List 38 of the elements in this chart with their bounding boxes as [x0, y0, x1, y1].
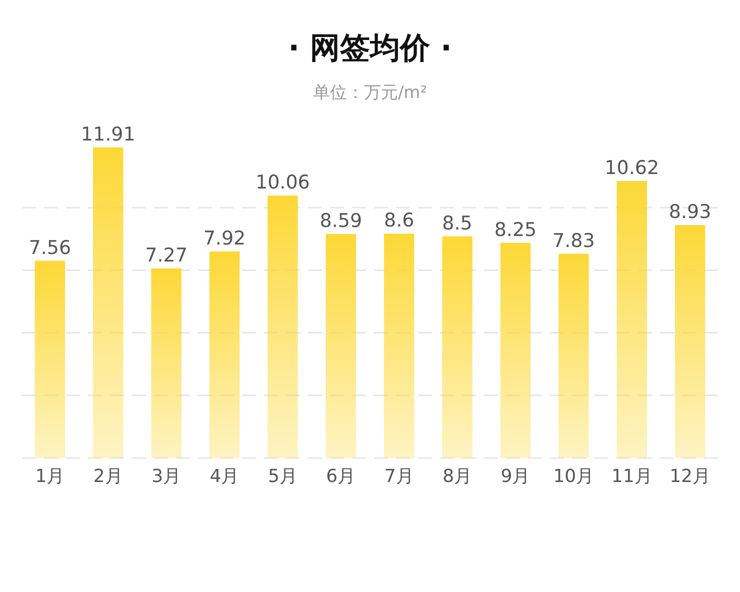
bar: [674, 225, 706, 458]
x-tick-label: 1月: [35, 466, 65, 487]
x-tick-label: 7月: [384, 466, 414, 487]
x-tick-label: 3月: [152, 466, 182, 487]
bar: [500, 242, 531, 458]
bar: [34, 260, 66, 458]
x-tick-label: 9月: [500, 466, 530, 487]
data-label: 7.92: [203, 227, 246, 250]
data-label: 8.25: [494, 218, 537, 241]
bar: [616, 180, 648, 458]
data-label: 8.59: [320, 210, 362, 232]
bar: [92, 147, 124, 458]
data-label: 8.5: [442, 212, 472, 234]
bar: [384, 234, 414, 458]
data-label: 10.06: [256, 172, 310, 194]
bar: [558, 254, 589, 458]
data-label: 7.83: [552, 230, 595, 252]
x-tick-label: 11月: [611, 466, 652, 487]
data-label: 8.93: [668, 201, 712, 224]
x-tick-label: 5月: [268, 466, 298, 487]
data-label: 11.91: [80, 123, 136, 146]
data-label: 10.62: [604, 156, 660, 179]
data-label: 8.6: [384, 210, 414, 232]
chart-title: · 网签均价 ·: [288, 31, 452, 66]
x-tick-label: 12月: [670, 466, 711, 487]
x-tick-label: 8月: [442, 466, 472, 487]
data-label: 7.27: [145, 244, 188, 266]
data-label: 7.56: [28, 236, 72, 259]
x-tick-label: 6月: [326, 466, 356, 487]
bar: [442, 236, 472, 458]
bar: [268, 196, 298, 458]
x-tick-label: 10月: [553, 466, 594, 487]
x-tick-label: 4月: [210, 466, 240, 487]
bar: [326, 234, 356, 458]
bar: [151, 268, 182, 458]
chart-subtitle: 单位：万元/m²: [312, 83, 428, 103]
x-tick-label: 2月: [93, 466, 123, 487]
bar: [209, 251, 240, 458]
